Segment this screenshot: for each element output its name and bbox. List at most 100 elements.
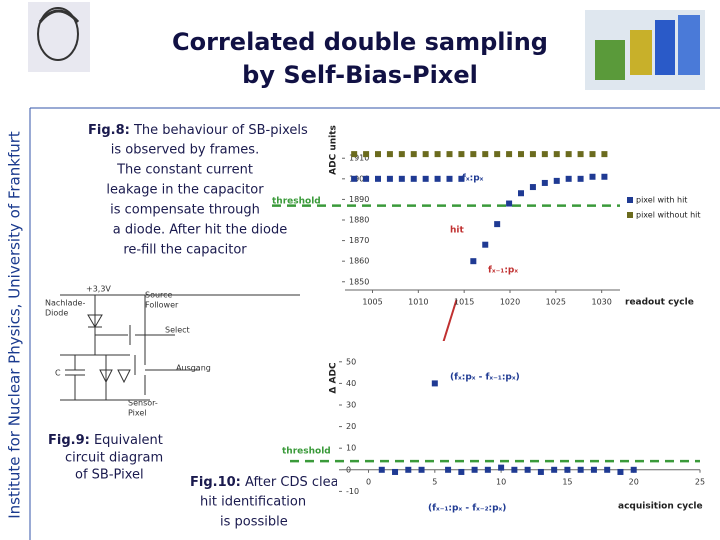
- circuit-label: Pixel: [128, 409, 147, 418]
- data-point: [422, 175, 429, 182]
- legend-swatch: [627, 197, 633, 203]
- caption-line: a diode. After hit the diode: [113, 223, 287, 238]
- y-axis-label: ADC units: [329, 125, 339, 175]
- data-point: [553, 177, 560, 184]
- y-axis-label: Δ ADC: [329, 362, 339, 394]
- x-tick-label: 1030: [591, 298, 611, 307]
- fig10-caption: Fig.10: After CDS clear: [190, 475, 345, 490]
- caption-line: The behaviour of SB-pixels: [133, 123, 308, 138]
- svg-text:Fig.8: The behaviour of SB-pix: Fig.8: The behaviour of SB-pixels: [88, 123, 308, 138]
- data-point: [378, 466, 385, 473]
- circuit-label: Follower: [145, 301, 179, 310]
- data-point: [471, 466, 478, 473]
- circuit-label: Diode: [45, 309, 68, 318]
- circuit-label: +3,3V: [86, 285, 111, 294]
- data-point: [630, 466, 637, 473]
- annotation: hit: [450, 226, 464, 236]
- data-point: [431, 380, 438, 387]
- y-tick-label: 1880: [349, 216, 369, 225]
- threshold-label: threshold: [272, 197, 321, 207]
- circuit-label: Ausgang: [176, 364, 211, 373]
- data-point: [518, 151, 524, 158]
- data-point: [601, 173, 608, 180]
- fig9-caption: Fig.9: Equivalent: [48, 433, 163, 448]
- y-tick-label: 1910: [349, 154, 369, 163]
- data-point: [470, 151, 477, 158]
- caption-line: hit identification: [200, 495, 306, 510]
- annotation: (fₓ₋₁:pₓ - fₓ₋₂:pₓ): [428, 504, 506, 514]
- caption-line: is observed by frames.: [111, 143, 259, 158]
- data-point: [422, 151, 429, 158]
- x-axis-label: readout cycle: [625, 298, 694, 308]
- data-point: [398, 175, 405, 182]
- caption-line: leakage in the capacitor: [106, 183, 264, 198]
- circuit-label: Source: [145, 291, 173, 300]
- data-point: [494, 221, 501, 228]
- caption-line: circuit diagram: [65, 451, 163, 466]
- x-tick-label: 0: [366, 477, 371, 486]
- plot-area: [340, 140, 625, 300]
- data-point: [565, 175, 572, 182]
- data-point: [351, 175, 358, 182]
- slide-title: by Self-Bias-Pixel: [242, 61, 478, 89]
- y-tick-label: 1860: [349, 257, 369, 266]
- data-point: [565, 151, 572, 158]
- x-tick-label: 1010: [408, 298, 428, 307]
- circuit-label: Select: [165, 326, 190, 335]
- x-tick-label: 1025: [546, 298, 566, 307]
- logo-detector: [585, 10, 705, 90]
- data-point: [564, 466, 571, 473]
- y-tick-label: 1850: [349, 277, 369, 286]
- logo-portrait: [28, 2, 90, 72]
- y-tick-label: 20: [346, 422, 356, 431]
- data-point: [506, 151, 513, 158]
- circuit-label: Nachlade-: [45, 299, 85, 308]
- x-tick-label: 15: [562, 477, 572, 486]
- legend-label: pixel with hit: [636, 196, 687, 205]
- y-tick-label: 1870: [349, 236, 369, 245]
- annotation: (fₓ:pₓ - fₓ₋₁:pₓ): [450, 373, 520, 383]
- data-point: [351, 151, 358, 158]
- circuit-diagram: [60, 294, 300, 401]
- data-point: [445, 466, 452, 473]
- x-tick-label: 1015: [454, 298, 474, 307]
- data-point: [601, 151, 608, 158]
- data-point: [484, 466, 491, 473]
- legend-swatch: [627, 212, 633, 218]
- data-point: [524, 466, 531, 473]
- y-tick-label: 1890: [349, 195, 369, 204]
- fig8-caption: Fig.8: The behaviour of SB-pixels is obs…: [88, 123, 308, 258]
- data-point: [434, 151, 441, 158]
- data-point: [604, 466, 611, 473]
- data-point: [375, 151, 381, 158]
- data-point: [418, 466, 425, 473]
- side-label: Institute for Nuclear Physics, Universit…: [6, 131, 24, 519]
- data-point: [590, 466, 597, 473]
- data-point: [511, 466, 518, 473]
- data-point: [398, 151, 405, 158]
- data-point: [506, 200, 513, 207]
- data-point: [541, 179, 548, 186]
- data-point: [482, 151, 489, 158]
- caption-label: Fig.8:: [88, 123, 130, 138]
- data-point: [551, 466, 558, 473]
- data-point: [386, 175, 393, 182]
- plot-area: [337, 341, 720, 523]
- data-point: [482, 241, 489, 248]
- data-point: [498, 464, 505, 471]
- y-tick-label: 10: [346, 444, 356, 453]
- caption-label: Fig.10:: [190, 475, 241, 490]
- data-point: [446, 175, 453, 182]
- y-tick-label: 50: [346, 357, 356, 366]
- data-point: [589, 173, 596, 180]
- caption-line: The constant current: [116, 163, 253, 178]
- x-tick-label: 1020: [500, 298, 520, 307]
- y-tick-label: 1900: [349, 174, 369, 183]
- data-point: [537, 468, 544, 475]
- x-axis-label: acquisition cycle: [618, 502, 703, 512]
- x-tick-label: 20: [629, 477, 639, 486]
- data-point: [434, 175, 441, 182]
- data-point: [529, 184, 536, 191]
- x-tick-label: 1005: [362, 298, 382, 307]
- data-point: [529, 151, 536, 158]
